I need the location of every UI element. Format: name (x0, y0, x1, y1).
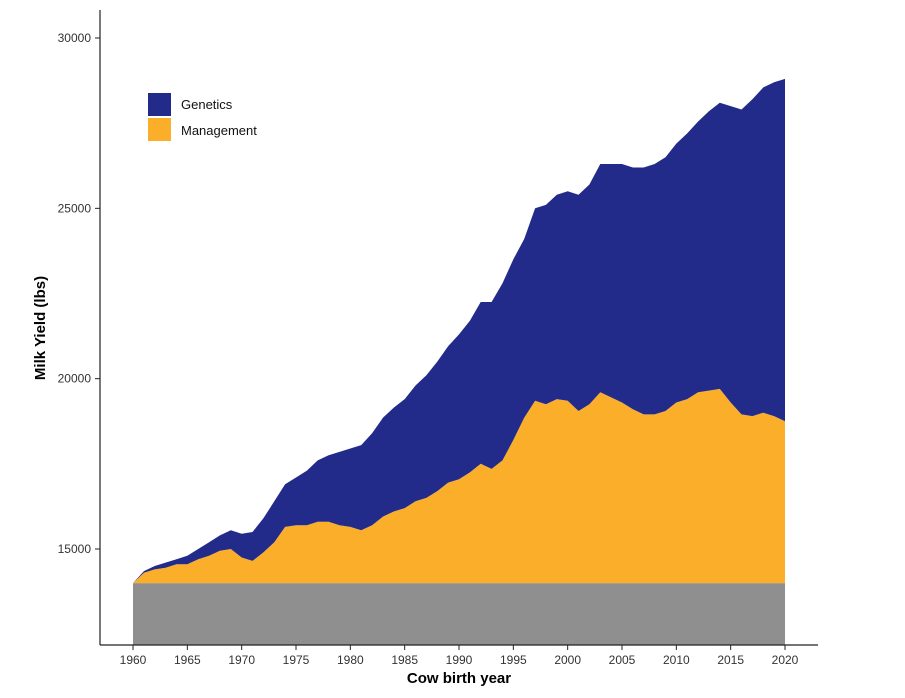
y-tick-label: 25000 (58, 201, 92, 215)
x-tick-label: 1980 (337, 653, 364, 667)
y-tick-label: 20000 (58, 372, 92, 386)
legend-swatch-management (148, 118, 171, 141)
x-tick-label: 1990 (446, 653, 473, 667)
x-tick-label: 1960 (120, 653, 147, 667)
baseline-area (133, 583, 785, 645)
x-tick-label: 1995 (500, 653, 527, 667)
legend-label-management: Management (181, 123, 257, 138)
x-tick-label: 1970 (228, 653, 255, 667)
x-tick-label: 2000 (554, 653, 581, 667)
legend-label-genetics: Genetics (181, 97, 233, 112)
x-axis-title: Cow birth year (407, 670, 511, 687)
x-tick-label: 1985 (391, 653, 418, 667)
y-tick-label: 30000 (58, 31, 92, 45)
chart-areas (133, 78, 785, 645)
x-tick-label: 2015 (717, 653, 744, 667)
x-tick-label: 2020 (772, 653, 799, 667)
legend-swatch-genetics (148, 93, 171, 116)
y-axis-ticks: 15000 20000 25000 30000 (58, 31, 100, 556)
x-axis-ticks: 1960 1965 1970 1975 1980 1985 1990 1995 2000 2005… (120, 645, 799, 667)
x-tick-label: 1965 (174, 653, 201, 667)
x-tick-label: 2005 (609, 653, 636, 667)
y-tick-label: 15000 (58, 542, 92, 556)
genetics-area (133, 78, 785, 584)
x-tick-label: 2010 (663, 653, 690, 667)
chart-legend: Genetics Management (148, 93, 257, 141)
x-tick-label: 1975 (283, 653, 310, 667)
y-axis-title: Milk Yield (lbs) (32, 276, 49, 380)
management-area (133, 388, 785, 584)
